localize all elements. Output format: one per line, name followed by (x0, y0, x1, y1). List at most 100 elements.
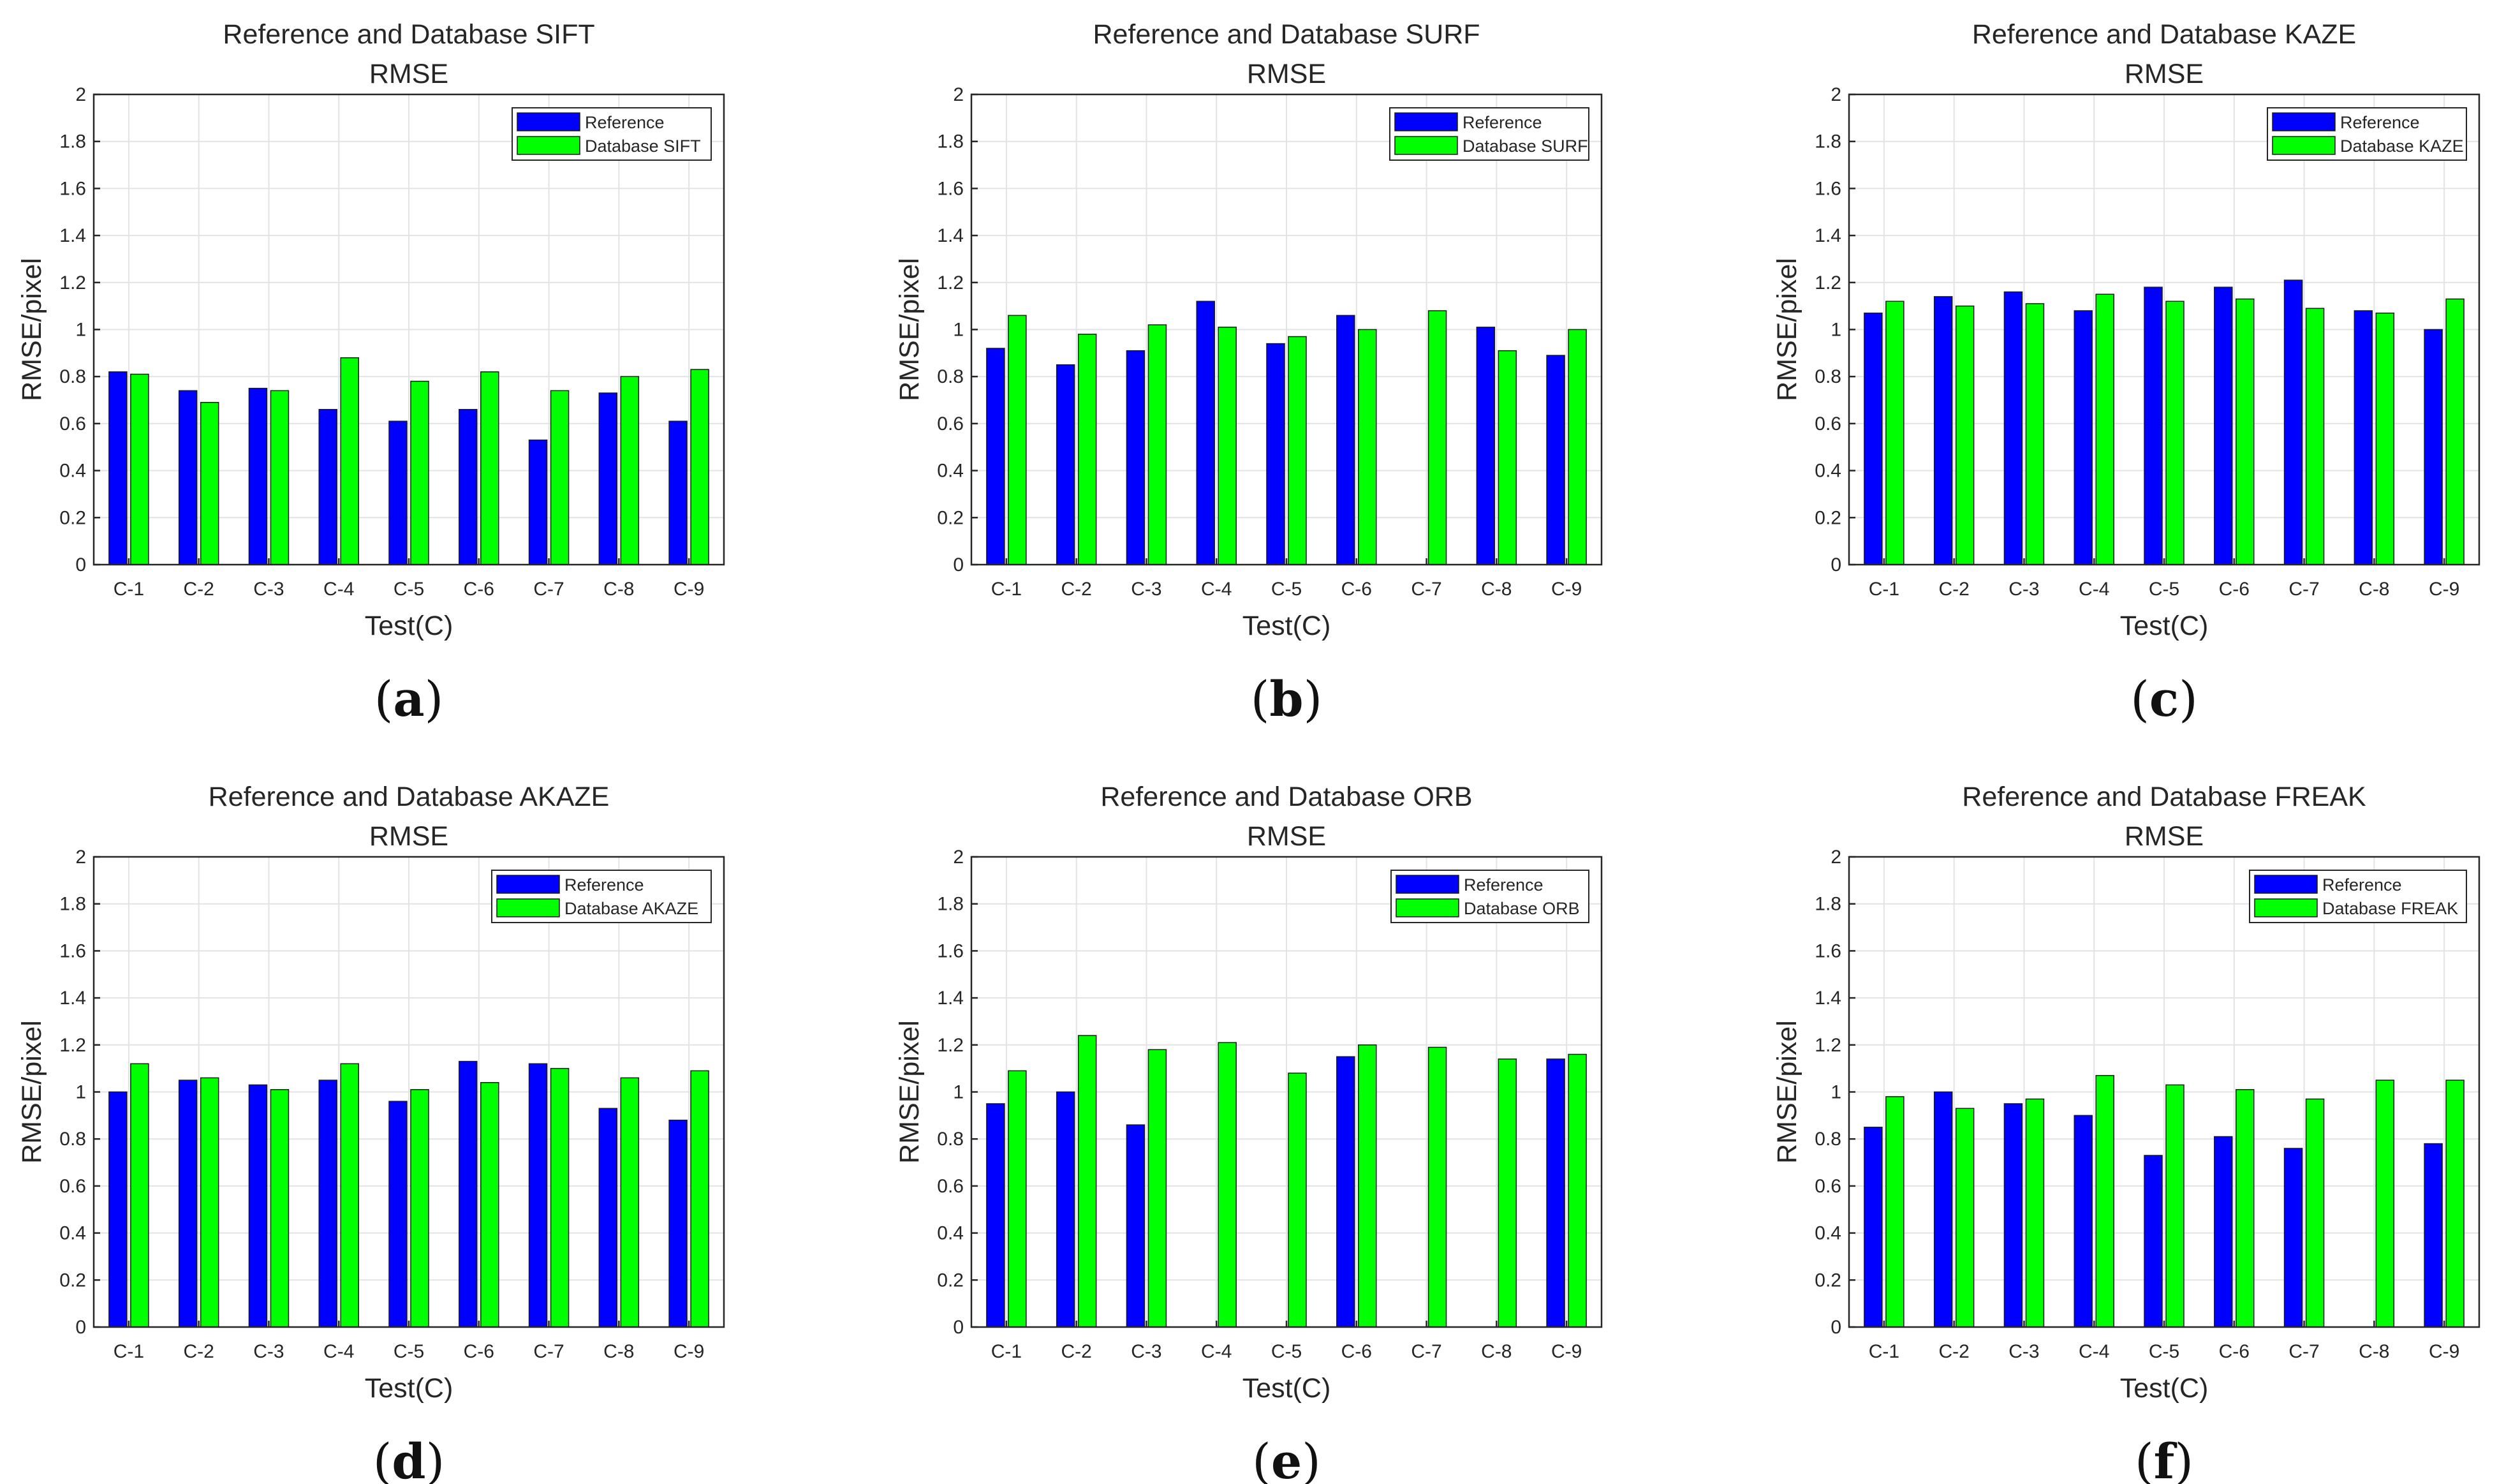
x-tick-label: C-4 (1201, 579, 1232, 600)
bar-reference-c-7 (528, 439, 548, 565)
chart-subtitle: RMSE (2125, 821, 2204, 852)
bar-reference-c-8 (598, 1108, 618, 1328)
bar-database-c-4 (340, 1063, 359, 1328)
legend-label-database: Database FREAK (2322, 899, 2458, 918)
x-tick-label: C-6 (2219, 579, 2250, 600)
y-tick-label: 0.4 (937, 461, 964, 482)
legend-swatch-reference (1396, 875, 1459, 894)
chart-title: Reference and Database SIFT (223, 19, 594, 50)
x-axis-label: Test(C) (1242, 1373, 1331, 1404)
x-tick-label: C-2 (183, 579, 214, 600)
chart-title: Reference and Database ORB (1100, 782, 1472, 812)
legend-swatch-database (1396, 898, 1459, 917)
x-tick-label: C-3 (253, 579, 284, 600)
bar-reference-c-7 (528, 1063, 548, 1328)
legend: Reference Database AKAZE (491, 870, 712, 923)
y-tick-label: 0.6 (937, 413, 964, 434)
bar-database-c-9 (690, 369, 709, 565)
x-tick-label: C-8 (1481, 1341, 1512, 1362)
bar-database-c-3 (270, 390, 290, 565)
bar-database-c-4 (2095, 293, 2114, 565)
legend-label-database: Database SURF (1463, 137, 1588, 156)
x-axis-label: Test(C) (2120, 611, 2209, 641)
bar-database-c-8 (2375, 312, 2395, 565)
y-tick-label: 0.8 (59, 366, 86, 387)
y-tick-label: 0 (75, 554, 86, 575)
bar-reference-c-1 (108, 371, 128, 565)
y-tick-label: 1.8 (1815, 131, 1841, 152)
y-axis-label: RMSE/pixel (17, 258, 47, 401)
x-tick-label: C-5 (394, 579, 424, 600)
y-tick-label: 1.6 (59, 940, 86, 961)
x-tick-label: C-8 (2359, 1341, 2389, 1362)
bar-reference-c-9 (668, 420, 688, 565)
legend-label-database: Database ORB (1464, 899, 1580, 918)
bar-reference-c-7 (2283, 1148, 2303, 1328)
y-tick-label: 1.6 (937, 940, 964, 961)
bar-database-c-3 (270, 1089, 290, 1328)
bar-database-c-8 (2375, 1080, 2395, 1328)
x-tick-label: C-7 (533, 1341, 564, 1362)
bar-database-c-4 (2095, 1074, 2114, 1328)
x-tick-label: C-2 (1938, 1341, 1969, 1362)
bar-database-c-2 (1077, 334, 1097, 565)
y-tick-label: 0.2 (1815, 1270, 1841, 1291)
chart-title: Reference and Database AKAZE (209, 782, 610, 812)
x-axis-label: Test(C) (2120, 1373, 2209, 1404)
y-tick-label: 1.2 (937, 1035, 964, 1056)
y-tick-label: 2 (1831, 84, 1841, 105)
chart-panel-a: 0 0.2 0.4 0.6 0.8 1 1.2 1.4 1.6 1.8 2 C-1 C-2 C-3 C-4 C… (17, 19, 725, 727)
bar-reference-c-2 (178, 1080, 198, 1328)
bar-reference-c-9 (1546, 1058, 1565, 1328)
x-axis-label: Test(C) (365, 611, 453, 641)
panel-caption: (d) (373, 1433, 445, 1484)
x-tick-label: C-1 (991, 1341, 1022, 1362)
bar-database-c-2 (1955, 305, 1975, 565)
panel-caption-letter: c (2149, 671, 2179, 727)
y-axis-label: RMSE/pixel (1772, 258, 1802, 401)
legend: Reference Database KAZE (2267, 107, 2467, 161)
bar-database-c-9 (1568, 1053, 1587, 1328)
legend-label-reference: Reference (2322, 875, 2402, 894)
bar-database-c-5 (1288, 336, 1307, 565)
bar-reference-c-3 (248, 387, 268, 565)
y-tick-label: 1 (1831, 320, 1841, 341)
x-tick-label: C-5 (2149, 1341, 2179, 1362)
y-tick-label: 1.2 (1815, 272, 1841, 293)
bar-database-c-7 (550, 390, 570, 565)
y-tick-label: 2 (953, 847, 964, 868)
x-tick-label: C-9 (674, 579, 704, 600)
legend-swatch-reference (517, 112, 580, 131)
bar-reference-c-9 (668, 1119, 688, 1328)
chart-panel-b: 0 0.2 0.4 0.6 0.8 1 1.2 1.4 1.6 1.8 2 C-1 C-2 C-3 C-4 C… (894, 19, 1603, 727)
y-tick-label: 0 (953, 1317, 964, 1338)
y-tick-label: 1.2 (59, 1035, 86, 1056)
legend-label-reference: Reference (564, 875, 644, 894)
chart-panel-f: 0 0.2 0.4 0.6 0.8 1 1.2 1.4 1.6 1.8 2 C-1 C-2 C-3 C-4 C… (1772, 782, 2480, 1484)
bar-database-c-1 (1885, 1096, 1905, 1328)
x-tick-label: C-7 (2288, 579, 2319, 600)
panel-caption-letter: d (392, 1433, 425, 1484)
bar-reference-c-1 (1864, 312, 1883, 565)
bar-database-c-5 (2165, 1084, 2185, 1328)
panel-caption-letter: f (2154, 1433, 2177, 1484)
y-tick-label: 0.8 (937, 366, 964, 387)
y-tick-label: 1 (953, 1082, 964, 1103)
y-tick-label: 0.4 (1815, 1223, 1841, 1244)
bar-reference-c-5 (1266, 343, 1285, 565)
x-tick-label: C-4 (1201, 1341, 1232, 1362)
legend-label-database: Database KAZE (2340, 137, 2464, 156)
x-tick-label: C-4 (2079, 579, 2109, 600)
y-tick-label: 1.4 (937, 988, 964, 1009)
legend-label-database: Database SIFT (585, 137, 701, 156)
bar-database-c-3 (1147, 324, 1167, 565)
bar-database-c-3 (1147, 1049, 1167, 1328)
bar-database-c-1 (130, 373, 149, 565)
y-tick-label: 0.2 (1815, 507, 1841, 528)
x-tick-label: C-3 (253, 1341, 284, 1362)
x-tick-label: C-9 (2429, 1341, 2459, 1362)
bar-database-c-6 (1358, 1044, 1377, 1328)
bar-database-c-1 (1008, 1070, 1027, 1328)
x-tick-label: C-1 (991, 579, 1022, 600)
legend-swatch-reference (2254, 875, 2318, 894)
